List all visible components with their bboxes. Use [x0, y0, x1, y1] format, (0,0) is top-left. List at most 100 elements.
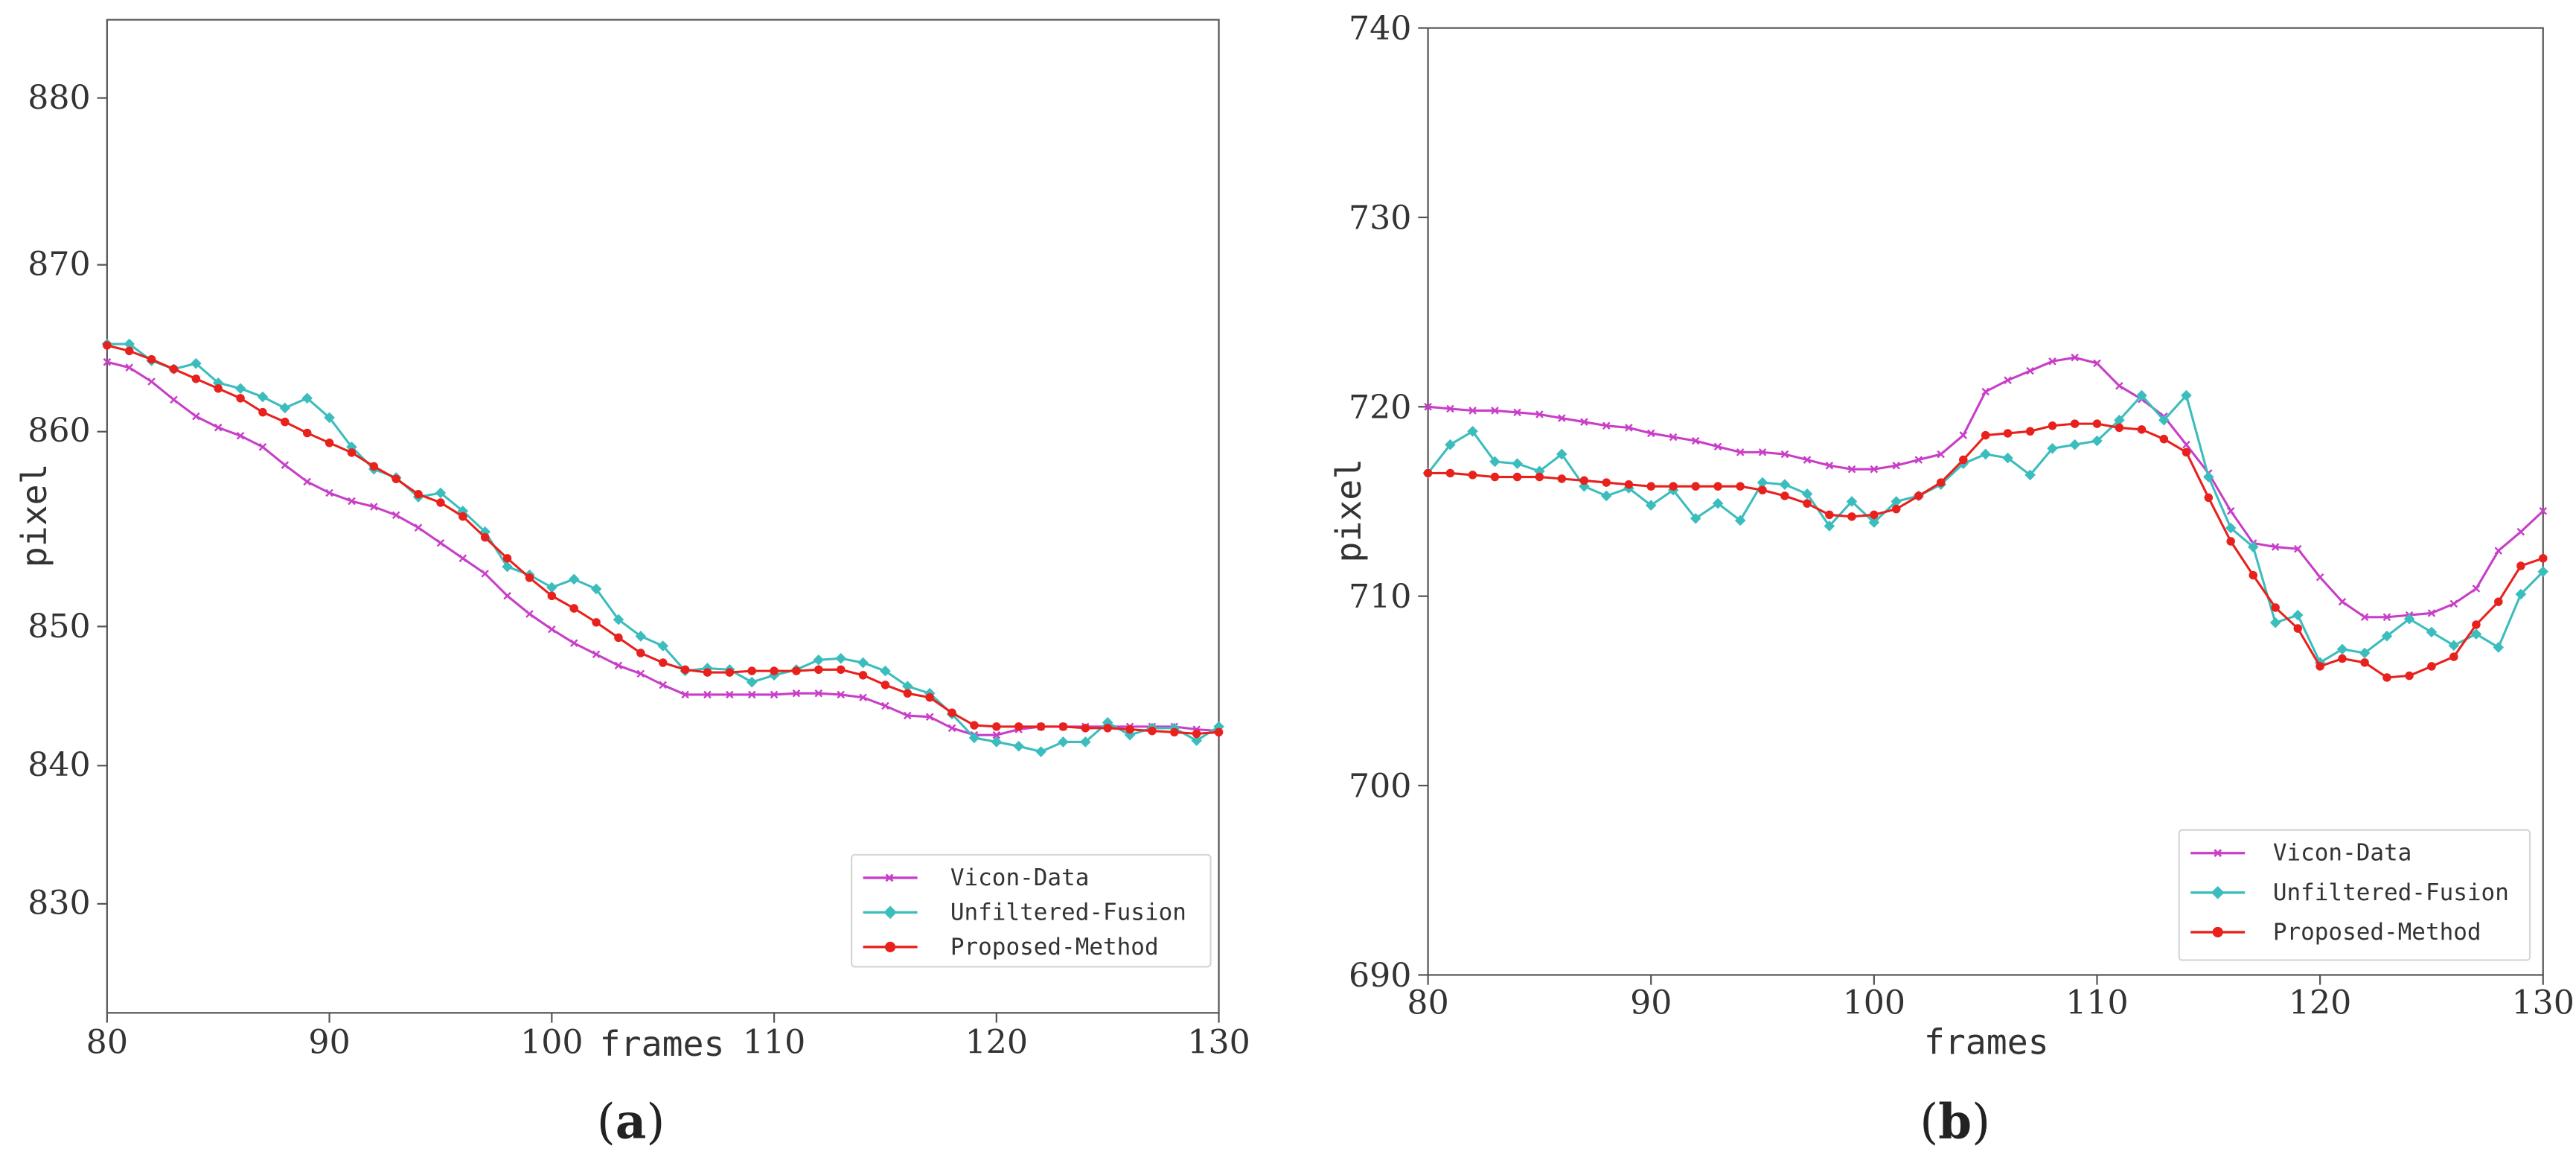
data-point [2516, 527, 2525, 536]
data-point [502, 561, 513, 573]
data-point [1891, 496, 1902, 507]
data-point [258, 443, 267, 451]
data-point [2158, 414, 2170, 426]
data-point [214, 423, 223, 432]
data-point [2182, 447, 2191, 457]
data-point [1445, 468, 1455, 478]
data-point [2537, 566, 2549, 578]
x-tick-label: 110 [743, 1023, 805, 1061]
data-point [2003, 429, 2013, 438]
data-point [1600, 490, 1612, 502]
data-point [659, 681, 667, 689]
data-point [2293, 544, 2302, 553]
data-point [904, 711, 912, 720]
data-point [503, 591, 511, 600]
data-point [2069, 439, 2080, 450]
x-tick-label: 80 [86, 1023, 128, 1061]
data-point [2315, 573, 2324, 582]
data-point [1170, 727, 1179, 737]
data-point [1557, 474, 1567, 483]
data-point [726, 690, 734, 699]
data-point [348, 497, 356, 506]
data-point [2114, 414, 2125, 426]
data-point [1780, 491, 1789, 500]
data-point [1645, 500, 1657, 511]
data-point [703, 668, 712, 677]
legend-entry-unfiltered-fusion: Unfiltered-Fusion [2190, 879, 2509, 906]
data-point [1103, 724, 1112, 733]
data-point [992, 722, 1001, 731]
data-point [1736, 448, 1745, 456]
data-point [2249, 570, 2258, 580]
data-point [1125, 724, 1134, 734]
x-tick-label: 100 [520, 1023, 583, 1061]
data-point [2182, 440, 2190, 449]
data-point [703, 690, 712, 699]
data-point [1713, 482, 1722, 491]
legend-swatch-marker [883, 905, 897, 920]
data-point [2405, 671, 2414, 681]
data-point [169, 364, 179, 374]
data-point [569, 604, 578, 613]
x-tick-label: 130 [2512, 984, 2575, 1022]
data-point [1758, 448, 1767, 456]
data-point [1058, 722, 1068, 731]
data-point [124, 346, 134, 356]
data-point [2516, 561, 2525, 570]
legend-swatch-marker [885, 873, 894, 882]
data-point [2204, 493, 2214, 503]
data-point [2292, 609, 2304, 621]
data-point [2093, 359, 2101, 368]
y-axis-label-a: pixel [14, 463, 54, 567]
data-point [1825, 462, 1834, 470]
data-point [1980, 448, 1991, 460]
data-point [301, 392, 313, 404]
data-point [436, 498, 445, 507]
data-point [1959, 455, 1968, 465]
data-point [2494, 547, 2503, 555]
data-point [1712, 497, 1724, 509]
y-axis-a: 830 840 850 860 870 880 [28, 79, 107, 923]
y-tick-label: 710 [1349, 578, 1411, 616]
data-point [1035, 746, 1046, 758]
x-axis-label-a: frames [600, 1024, 725, 1064]
plot-area-a [106, 19, 1220, 1014]
data-point [2360, 613, 2369, 622]
data-point [2071, 353, 2079, 362]
x-tick-label: 110 [2065, 984, 2128, 1022]
x-tick-label: 120 [2289, 984, 2351, 1022]
legend-entry-vicon-data: Vicon-Data [2190, 840, 2412, 867]
data-point [614, 633, 623, 643]
data-point [325, 488, 333, 497]
data-point [1981, 387, 1989, 396]
data-point [2271, 603, 2280, 612]
y-tick-label: 850 [28, 608, 90, 646]
legend-entry-proposed-method: Proposed-Method [2190, 919, 2481, 946]
data-point [1936, 478, 1946, 487]
data-point [1646, 429, 1655, 438]
data-point [1446, 404, 1454, 413]
data-point [1081, 724, 1090, 733]
data-point [2493, 642, 2505, 653]
data-point [103, 357, 112, 366]
y-tick-label: 700 [1349, 768, 1411, 806]
y-tick-label: 730 [1349, 199, 1411, 237]
data-point [635, 631, 647, 642]
data-point [2360, 658, 2369, 667]
data-point [325, 439, 334, 447]
data-point [1757, 477, 1768, 488]
data-point [191, 374, 201, 383]
data-point [458, 512, 467, 521]
data-point [370, 503, 378, 511]
data-point [414, 523, 423, 532]
data-point [746, 676, 758, 688]
legend-entry-vicon-data: Vicon-Data [863, 864, 1089, 891]
data-point [614, 661, 623, 670]
data-point [1580, 418, 1588, 426]
data-point [2137, 425, 2147, 434]
data-point [2136, 389, 2147, 401]
data-point [502, 554, 512, 563]
data-point [236, 431, 245, 440]
data-point [1779, 479, 1791, 491]
data-point [2004, 376, 2012, 385]
